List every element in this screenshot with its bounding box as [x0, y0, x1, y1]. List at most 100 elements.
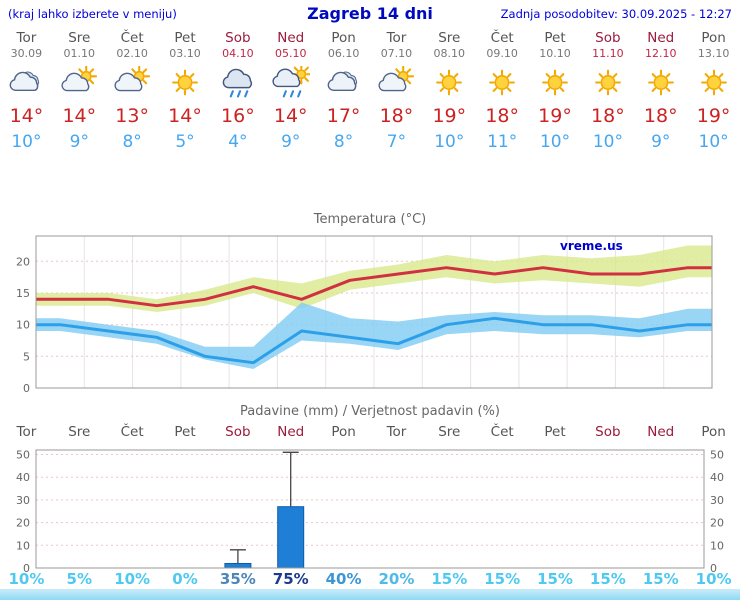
svg-text:20: 20: [710, 517, 724, 530]
tmin-line: [36, 316, 712, 365]
sunny-icon: [700, 69, 727, 96]
day-date: 08.10: [433, 47, 466, 60]
day-name: Pon: [331, 30, 356, 46]
precip-probability: 10%: [695, 570, 732, 588]
weather-icon: [53, 66, 106, 103]
min-temperature: 10°: [11, 132, 42, 152]
precip-probability: 15%: [537, 570, 573, 588]
min-temperature: 5°: [175, 132, 195, 152]
precip-probability: 15%: [642, 570, 679, 588]
weather-icon: [687, 66, 740, 103]
precip-day-label: Čet: [120, 424, 144, 440]
max-temperature: 14°: [62, 105, 97, 127]
svg-text:30: 30: [16, 494, 30, 507]
weather-icon: [317, 66, 370, 103]
precip-probability: 15%: [484, 570, 521, 588]
max-temperature: 18°: [485, 105, 519, 127]
day-date: 13.10: [697, 47, 730, 60]
forecast-day-column: Čet 02.10 13° 8°: [106, 30, 159, 152]
day-name: Sob: [595, 30, 621, 46]
precip-day-label: Tor: [386, 424, 407, 440]
svg-text:5: 5: [23, 350, 30, 363]
weather-icon: [581, 66, 634, 103]
forecast-day-column: Čet 09.10 18° 11°: [476, 30, 529, 152]
precip-probability: 40%: [325, 570, 362, 588]
precip-probability: 5%: [66, 570, 93, 588]
min-temperature: 11°: [487, 132, 518, 152]
day-name: Sre: [68, 30, 91, 46]
svg-text:0: 0: [710, 562, 717, 574]
cloudy-icon: [327, 71, 357, 91]
day-date: 30.09: [10, 47, 43, 60]
day-name: Čet: [490, 30, 514, 46]
weather-icon: [476, 66, 529, 103]
min-temperature: 9°: [651, 132, 671, 152]
forecast-day-column: Sob 11.10 18° 10°: [581, 30, 634, 152]
day-date: 09.10: [486, 47, 518, 60]
weather-icon: [423, 66, 476, 103]
rain-icon: [222, 68, 252, 98]
precip-day-label: Sre: [438, 424, 461, 440]
precip-probability: 10%: [114, 570, 151, 588]
precip-day-label: Sob: [225, 424, 251, 440]
day-name: Pet: [544, 30, 566, 46]
precip-probability: 20%: [378, 570, 415, 588]
precip-day-label: Ned: [647, 424, 675, 440]
day-name: Ned: [277, 30, 305, 46]
precip-probability-row: 10% 5% 10% 0% 35% 75% 40% 20% 15% 15% 15% 15% 15% 10%: [0, 570, 740, 588]
day-date: 04.10: [222, 47, 254, 60]
precip-day-label: Sob: [595, 424, 621, 440]
day-date: 03.10: [169, 47, 201, 60]
partly-cloudy-icon: [114, 66, 151, 92]
precip-day-label: Pon: [701, 424, 726, 440]
min-temperature: 4°: [228, 132, 248, 152]
svg-text:10: 10: [16, 319, 30, 332]
sunny-icon: [594, 69, 621, 96]
precip-probability: 15%: [589, 570, 626, 588]
watermark-link[interactable]: vreme.us: [560, 239, 623, 253]
sunny-icon: [436, 69, 463, 96]
day-name: Pon: [701, 30, 726, 46]
forecast-day-column: Pet 03.10 14° 5°: [159, 30, 212, 152]
svg-text:0: 0: [23, 562, 30, 574]
day-date: 05.10: [274, 47, 307, 60]
precipitation-chart-title: Padavine (mm) / Verjetnost padavin (%): [240, 404, 500, 419]
day-date: 02.10: [116, 47, 148, 60]
svg-text:20: 20: [16, 255, 30, 268]
svg-text:15: 15: [16, 287, 30, 300]
precipitation-chart: 0 0 10 10 20 20 30 30 40 40 50 50: [16, 449, 724, 575]
day-name: Tor: [16, 30, 37, 46]
svg-text:50: 50: [16, 449, 30, 462]
partly-cloudy-icon: [378, 66, 415, 92]
min-temperature: 10°: [592, 132, 623, 152]
min-temperature: 10°: [698, 132, 729, 152]
rain-sun-icon: [272, 66, 310, 98]
partly-cloudy-icon: [61, 66, 98, 92]
min-temperature: 10°: [434, 132, 465, 152]
precip-day-label: Pet: [174, 424, 196, 440]
day-date: 11.10: [592, 47, 624, 60]
forecast-day-column: Pet 10.10 19° 10°: [529, 30, 582, 152]
sunny-icon: [172, 69, 198, 96]
weather-icon: [106, 66, 159, 103]
max-temperature: 18°: [379, 105, 414, 127]
day-date: 01.10: [63, 47, 96, 60]
weather-icon: [370, 66, 423, 103]
max-temperature: 14°: [168, 105, 202, 127]
weather-icon: [211, 66, 264, 103]
precip-day-label: Sre: [68, 424, 91, 440]
precip-day-label: Tor: [16, 424, 37, 440]
last-update-text: Zadnja posodobitev: 30.09.2025 - 12:27: [500, 7, 732, 21]
svg-text:40: 40: [710, 471, 724, 484]
max-temperature: 19°: [696, 105, 731, 127]
weather-icon: [159, 66, 212, 103]
weather-icon: [0, 66, 53, 103]
max-temperature: 19°: [432, 105, 467, 127]
max-temperature: 13°: [115, 105, 149, 127]
forecast-day-column: Sre 08.10 19° 10°: [423, 30, 476, 152]
day-date: 12.10: [644, 47, 677, 60]
cloudy-icon: [9, 71, 40, 91]
min-temperature: 10°: [539, 132, 571, 152]
min-temperature: 8°: [333, 132, 354, 152]
